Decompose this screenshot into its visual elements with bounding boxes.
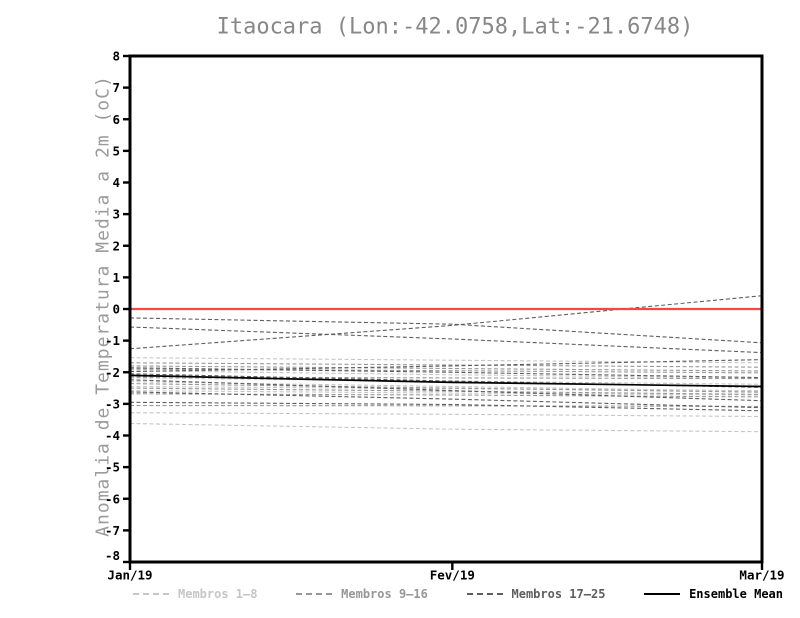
y-tick-label: 8 <box>112 49 120 64</box>
ensemble-member-line <box>129 387 763 395</box>
ensemble-member-line <box>129 295 763 350</box>
ensemble-member-line <box>129 359 763 373</box>
y-tick-label: 0 <box>112 302 120 317</box>
ensemble-member-line <box>129 317 763 344</box>
legend-label-ensemble-mean: Ensemble Mean <box>689 587 783 601</box>
ensemble-member-line <box>129 383 763 393</box>
y-tick-label: -4 <box>105 428 120 443</box>
ensemble-member-line <box>129 412 763 418</box>
y-tick-label: 3 <box>112 207 120 222</box>
y-tick-label: -7 <box>105 523 120 538</box>
ensemble-member-line <box>129 365 763 372</box>
legend-label-membros-17-25: Membros 17–25 <box>511 587 606 601</box>
y-tick-label: 6 <box>112 112 120 127</box>
legend-line-sample-ensemble-mean <box>644 593 681 595</box>
y-tick-label: 5 <box>112 143 120 158</box>
ensemble-member-line <box>129 401 763 412</box>
y-tick-label: 1 <box>112 270 120 285</box>
legend-line-sample-membros-17-25 <box>466 593 503 595</box>
legend-line-sample-membros-1-8 <box>133 593 169 595</box>
y-tick-label: -2 <box>105 365 120 380</box>
x-tick-label: Mar/19 <box>739 568 784 583</box>
legend-item-membros-17-25: Membros 17–25 <box>466 587 606 601</box>
legend-label-membros-9-16: Membros 9–16 <box>341 587 428 601</box>
y-tick-label: -3 <box>105 396 120 411</box>
chart-legend: Membros 1–8 Membros 9–16 Membros 17–25 E… <box>133 587 783 601</box>
y-tick-label: -6 <box>105 491 120 506</box>
ensemble-member-line <box>129 370 763 379</box>
legend-item-membros-9-16: Membros 9–16 <box>296 587 428 601</box>
y-tick-label: 2 <box>112 238 120 253</box>
y-tick-label: -8 <box>105 548 120 563</box>
y-tick-label: -1 <box>105 333 120 348</box>
legend-item-membros-1-8: Membros 1–8 <box>133 587 257 601</box>
ensemble-member-line <box>129 390 763 396</box>
legend-label-membros-1-8: Membros 1–8 <box>178 587 258 601</box>
ensemble-member-line <box>129 379 763 402</box>
ensemble-member-line <box>129 404 763 407</box>
ensemble-member-line <box>129 326 763 354</box>
legend-item-ensemble-mean: Ensemble Mean <box>644 587 783 601</box>
ensemble-member-line <box>129 357 763 364</box>
x-tick-label: Jan/19 <box>107 568 152 583</box>
y-tick-label: 4 <box>112 175 120 190</box>
legend-line-sample-membros-9-16 <box>296 593 333 595</box>
y-tick-label: 7 <box>112 80 120 95</box>
x-tick-label: Fev/19 <box>430 568 475 583</box>
ensemble-member-line <box>129 422 763 433</box>
ensemble-member-line <box>129 391 763 409</box>
ensemble-member-line <box>129 367 763 379</box>
y-tick-label: -5 <box>105 460 120 475</box>
chart-title: Itaocara (Lon:-42.0758,Lat:-21.6748) <box>216 14 694 40</box>
ensemble-member-line <box>129 362 763 368</box>
ensemble-mean-line <box>129 374 763 388</box>
